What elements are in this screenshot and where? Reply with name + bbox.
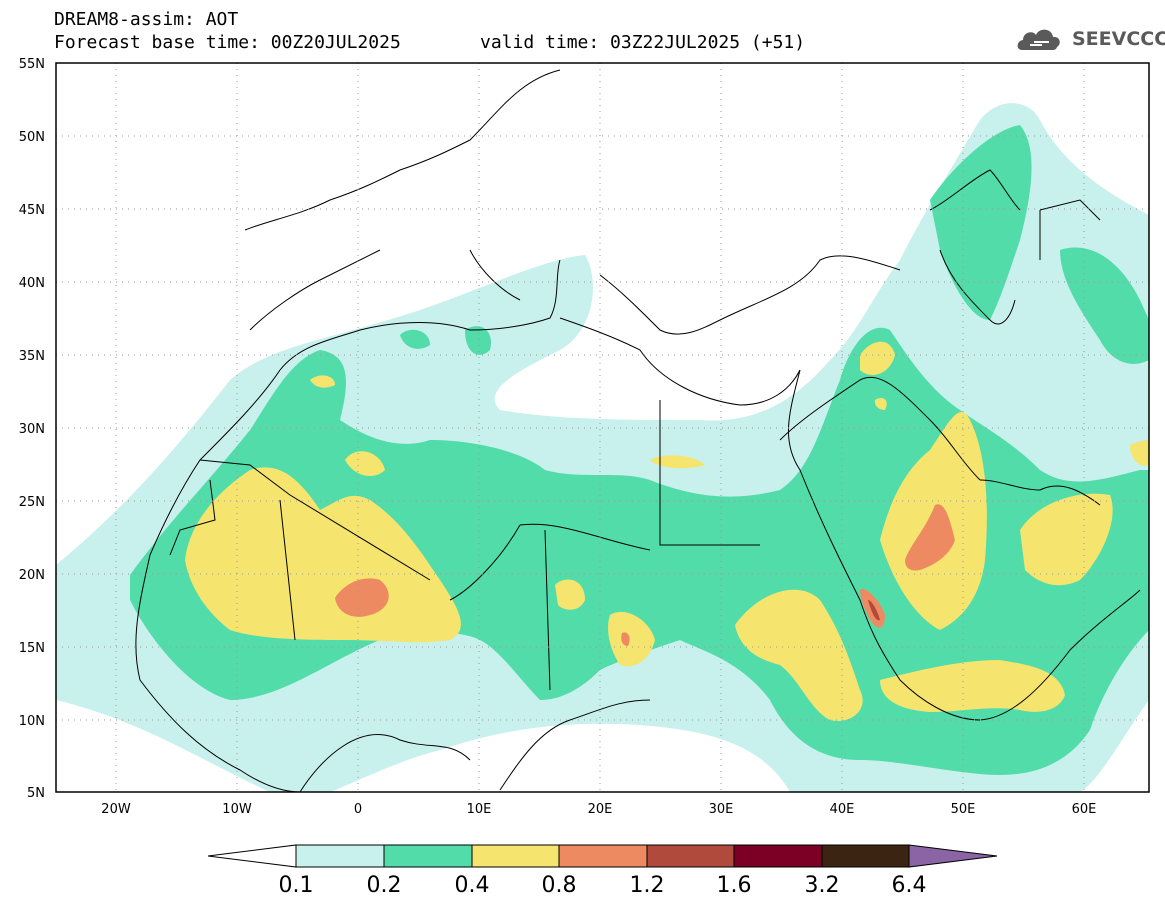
colorbar-label: 0.4 [455,873,490,898]
colorbar-swatch [733,844,823,868]
colorbar-label: 3.2 [805,873,840,898]
lon-label: 20E [588,802,613,817]
colorbar-high-arrow [908,844,998,868]
lat-label: 5N [27,786,45,801]
colorbar-swatch [383,844,473,868]
lon-label: 20W [101,802,131,817]
seevccc-cloud-logo-icon [1017,29,1060,50]
colorbar-label: 0.2 [367,873,402,898]
lon-label: 60E [1072,802,1097,817]
lat-label: 10N [19,714,45,729]
colorbar-swatch [471,844,560,868]
colorbar: 0.1 0.2 0.4 0.8 1.2 1.6 3.2 6.4 [207,844,998,898]
colorbar-label: 0.1 [279,873,314,898]
valid-time: valid time: 03Z22JUL2025 (+51) [480,32,806,53]
colorbar-swatch [646,844,735,868]
coastlines [135,69,1141,792]
lat-label: 45N [19,203,45,218]
lon-label: 30E [709,802,734,817]
lat-label: 20N [19,568,45,583]
logo-text: SEEVCCC [1072,28,1165,50]
lat-label: 40N [19,276,45,291]
lon-label: 40E [830,802,855,817]
graticule [56,63,1149,792]
colorbar-label: 1.2 [630,873,665,898]
aot-shading [56,103,1149,792]
colorbar-low-arrow [207,844,297,868]
lon-label: 10W [222,802,252,817]
lon-label: 50E [951,802,976,817]
map-frame [55,62,1150,793]
lat-label: 15N [19,641,45,656]
lon-label: 0 [354,802,362,817]
lon-label: 10E [467,802,492,817]
map-title: DREAM8-assim: AOT [54,9,239,30]
lat-label: 30N [19,422,45,437]
lat-label: 50N [19,130,45,145]
forecast-base-time: Forecast base time: 00Z20JUL2025 [54,32,401,53]
lat-label: 25N [19,495,45,510]
colorbar-swatch [821,844,910,868]
lat-label: 35N [19,349,45,364]
colorbar-label: 1.6 [717,873,752,898]
colorbar-label: 6.4 [892,873,927,898]
colorbar-swatch [558,844,648,868]
colorbar-label: 0.8 [542,873,577,898]
lat-label: 55N [19,57,45,72]
colorbar-swatch [295,844,385,868]
